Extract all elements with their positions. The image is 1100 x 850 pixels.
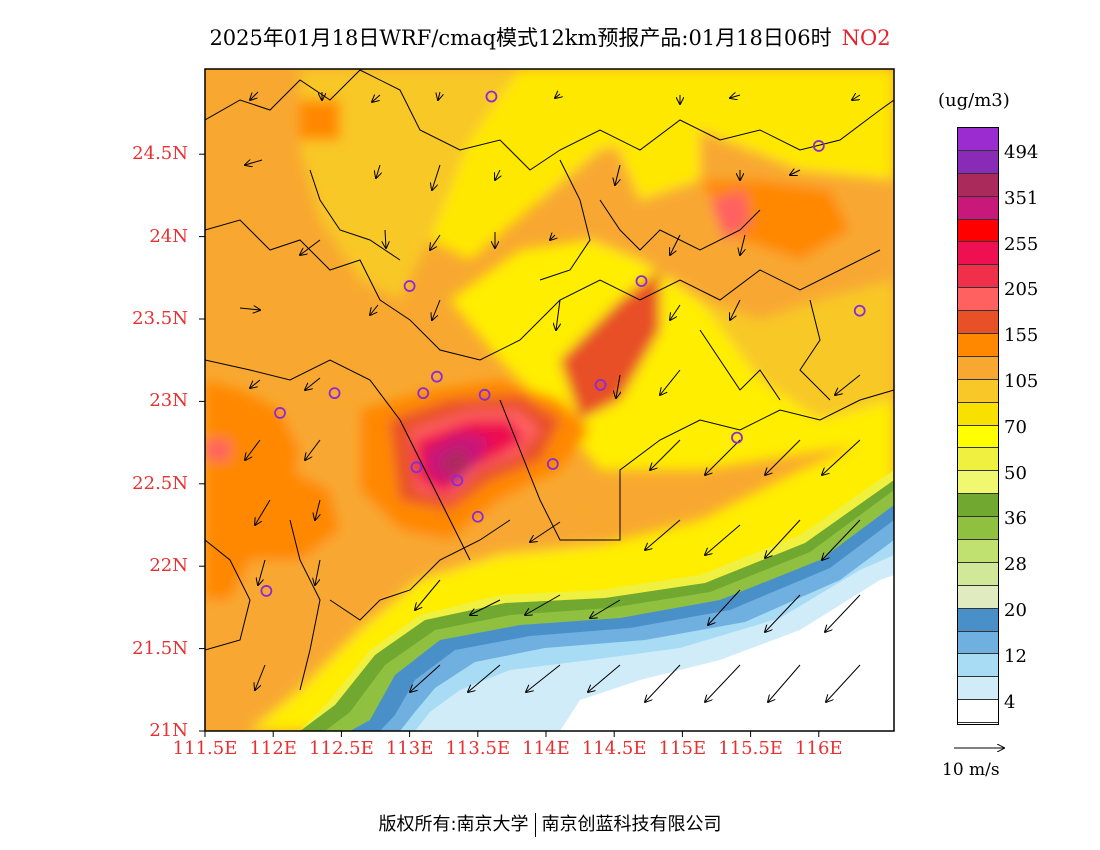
colorbar-segment <box>958 585 998 609</box>
colorbar-segment <box>958 448 998 472</box>
station-marker <box>546 458 559 470</box>
map-frame <box>204 68 895 732</box>
lon-tick-label: 114.5E <box>581 738 647 759</box>
lon-tick-label: 116E <box>795 738 843 759</box>
station-marker <box>430 370 443 383</box>
pollutant-label: NO2 <box>841 26 891 50</box>
colorbar-segment <box>958 402 998 426</box>
colorbar-segment <box>958 631 998 655</box>
colorbar-segment <box>958 150 998 174</box>
lat-tick-label: 21.5N <box>132 637 188 659</box>
colorbar-segment <box>958 562 998 586</box>
colorbar-segment <box>958 288 998 312</box>
colorbar-label: 28 <box>1004 554 1027 576</box>
colorbar-segment <box>958 196 998 220</box>
lat-tick-label: 21N <box>149 720 188 741</box>
lon-tick-label: 115E <box>658 738 707 759</box>
station-marker <box>853 304 866 317</box>
colorbar-label: 36 <box>1004 508 1027 530</box>
map-title: 2025年01月18日WRF/cmaq模式12km预报产品:01月18日06时 N… <box>0 22 1100 52</box>
colorbar-unit: (ug/m3) <box>938 90 1010 111</box>
colorbar-label: 494 <box>1004 142 1039 163</box>
colorbar-segment <box>958 608 998 632</box>
colorbar-segment <box>958 517 998 541</box>
axis-tick-marks <box>199 153 820 737</box>
monitoring-stations <box>260 90 866 597</box>
colorbar-segment <box>958 219 998 243</box>
colorbar-segment <box>958 494 998 518</box>
lat-tick-label: 23.5N <box>132 308 188 329</box>
station-marker <box>471 510 484 523</box>
colorbar-segment <box>958 173 998 197</box>
lon-tick-label: 113.5E <box>445 738 511 759</box>
wind-reference-label: 10 m/s <box>942 760 1000 780</box>
lon-tick-label: 112.5E <box>309 738 374 759</box>
station-marker <box>328 387 341 400</box>
lon-tick-label: 111.5E <box>172 738 238 759</box>
colorbar-segment <box>958 677 998 701</box>
colorbar-segment <box>958 425 998 449</box>
colorbar-segment <box>958 356 998 380</box>
station-marker <box>635 275 648 287</box>
colorbar-label: 4 <box>1004 691 1016 713</box>
concentration-field <box>205 69 894 731</box>
station-marker <box>485 90 498 103</box>
colorbar-segment <box>958 265 998 289</box>
lat-tick-label: 24.5N <box>132 143 188 165</box>
station-marker <box>260 585 273 597</box>
colorbar-label: 255 <box>1004 233 1039 255</box>
station-marker <box>403 280 416 292</box>
colorbar-label: 70 <box>1004 416 1027 438</box>
lat-tick-label: 23N <box>149 390 188 412</box>
station-marker <box>594 379 607 391</box>
colorbar-segment <box>958 471 998 495</box>
colorbar-segment <box>958 128 998 151</box>
station-marker <box>417 387 430 400</box>
station-marker <box>812 140 825 152</box>
colorbar-segment <box>958 334 998 357</box>
colorbar-segment <box>958 540 998 563</box>
colorbar-segment <box>958 242 998 266</box>
colorbar-segment <box>958 311 998 335</box>
lat-tick-label: 24N <box>149 225 188 247</box>
lon-tick-label: 113E <box>385 738 434 759</box>
colorbar-segment <box>958 379 998 403</box>
colorbar <box>957 127 999 725</box>
colorbar-label: 351 <box>1004 187 1039 209</box>
lon-tick-label: 114E <box>522 738 570 759</box>
colorbar-label: 205 <box>1004 279 1039 301</box>
station-marker <box>274 407 286 419</box>
colorbar-label: 105 <box>1004 371 1039 392</box>
colorbar-segment <box>958 654 998 678</box>
lon-tick-label: 115.5E <box>718 738 783 759</box>
title-text: 2025年01月18日WRF/cmaq模式12km预报产品:01月18日06时 <box>209 26 832 50</box>
copyright-prefix: 版权所有: <box>378 814 457 835</box>
station-marker <box>731 431 743 444</box>
station-marker <box>410 461 423 474</box>
station-marker <box>478 388 491 401</box>
lat-tick-label: 22.5N <box>132 472 188 494</box>
station-marker <box>451 474 464 487</box>
colorbar-label: 155 <box>1004 325 1039 347</box>
lat-tick-label: 22N <box>149 555 188 577</box>
colorbar-label: 50 <box>1004 462 1027 484</box>
wind-reference-arrow <box>954 738 1010 758</box>
wind-arrows <box>239 92 861 702</box>
colorbar-segment <box>958 700 998 724</box>
copyright-separator <box>534 813 536 837</box>
copyright-org2: 南京创蓝科技有限公司 <box>541 814 722 835</box>
copyright-org1: 南京大学 <box>456 814 529 835</box>
field-regions <box>205 69 894 731</box>
colorbar-label: 20 <box>1004 600 1027 621</box>
copyright: 版权所有:南京大学 南京创蓝科技有限公司 <box>0 810 1100 837</box>
lon-tick-label: 112E <box>249 738 297 759</box>
province-boundaries <box>205 69 894 691</box>
colorbar-label: 12 <box>1004 645 1027 667</box>
